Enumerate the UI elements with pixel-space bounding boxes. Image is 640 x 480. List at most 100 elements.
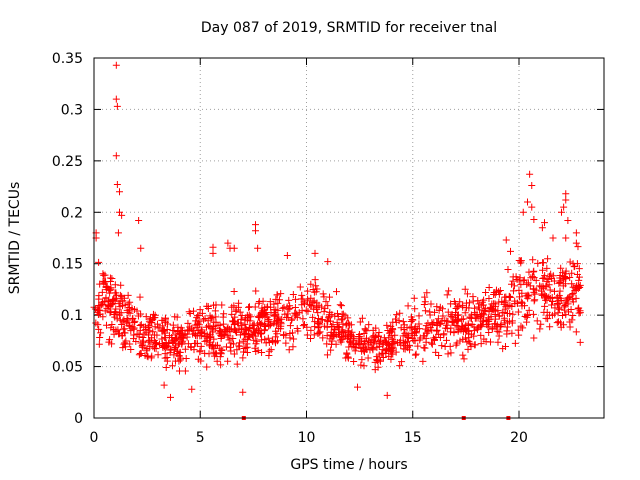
- data-point: [492, 323, 500, 331]
- data-point: [401, 329, 409, 337]
- data-point: [491, 320, 499, 328]
- data-point: [169, 321, 177, 329]
- data-point: [110, 330, 118, 338]
- data-point: [258, 349, 266, 357]
- data-point: [96, 280, 104, 288]
- data-point: [252, 221, 259, 229]
- data-point: [291, 309, 299, 317]
- data-point: [541, 219, 548, 227]
- data-point: [170, 351, 178, 359]
- data-point: [220, 331, 228, 339]
- data-point: [514, 308, 522, 316]
- data-point: [350, 336, 358, 344]
- data-point: [562, 311, 570, 319]
- data-point: [572, 294, 580, 302]
- data-point: [526, 170, 534, 178]
- data-point: [383, 391, 391, 399]
- data-point: [97, 329, 105, 337]
- data-point: [185, 308, 193, 316]
- data-point: [530, 285, 538, 293]
- data-point: [523, 318, 531, 326]
- data-point: [323, 351, 331, 359]
- data-point: [569, 283, 577, 291]
- data-point: [174, 340, 182, 348]
- data-point: [160, 326, 168, 334]
- data-point: [222, 343, 230, 351]
- data-point: [173, 334, 181, 342]
- data-point: [154, 324, 162, 332]
- data-point: [449, 318, 457, 326]
- data-point: [217, 361, 225, 369]
- data-point: [358, 314, 366, 322]
- data-point: [203, 337, 211, 345]
- data-point: [521, 313, 529, 321]
- data-point: [420, 344, 428, 352]
- data-point: [492, 286, 500, 294]
- data-point: [250, 322, 258, 330]
- data-point: [376, 339, 384, 347]
- data-point: [262, 311, 270, 319]
- data-point: [463, 290, 471, 298]
- data-point: [166, 349, 174, 357]
- data-point: [528, 182, 536, 190]
- data-point: [433, 327, 441, 335]
- data-point: [576, 338, 584, 346]
- data-point: [436, 320, 444, 328]
- data-point: [135, 217, 143, 225]
- data-point: [504, 265, 512, 273]
- data-point: [568, 291, 576, 299]
- data-point: [370, 332, 378, 340]
- data-point: [505, 292, 513, 300]
- data-point: [142, 313, 150, 321]
- data-point: [158, 340, 166, 347]
- data-point: [177, 324, 185, 332]
- data-point: [236, 308, 244, 316]
- data-point: [499, 345, 507, 353]
- data-point: [556, 278, 564, 286]
- data-point: [544, 255, 552, 263]
- data-point: [326, 317, 334, 325]
- data-point: [575, 273, 583, 281]
- data-point: [194, 319, 202, 327]
- y-axis-label: SRMTID / TECUs: [7, 182, 23, 295]
- data-point: [561, 275, 569, 283]
- data-point: [562, 190, 570, 198]
- data-point: [434, 315, 442, 323]
- data-point: [323, 317, 331, 325]
- data-point: [569, 311, 577, 319]
- data-point: [471, 341, 479, 349]
- data-point: [523, 280, 531, 288]
- data-point: [289, 291, 297, 299]
- data-point: [487, 313, 495, 321]
- data-point: [333, 318, 341, 326]
- data-point: [461, 285, 469, 293]
- data-point: [304, 297, 312, 305]
- data-point: [369, 333, 377, 341]
- data-point: [290, 335, 298, 343]
- data-point: [365, 321, 373, 329]
- data-point: [116, 309, 124, 317]
- data-point: [334, 313, 342, 321]
- data-point: [277, 318, 285, 326]
- x-tick-label: 10: [298, 430, 316, 446]
- data-point: [372, 324, 380, 332]
- data-point: [213, 357, 221, 365]
- data-point: [203, 323, 211, 331]
- data-point: [569, 289, 577, 297]
- data-point: [525, 306, 533, 314]
- data-point: [154, 351, 162, 359]
- data-point: [462, 334, 470, 342]
- data-point: [277, 290, 285, 298]
- data-point: [175, 329, 183, 337]
- data-point: [466, 313, 474, 321]
- data-point: [539, 283, 547, 291]
- data-point: [549, 234, 557, 242]
- data-point: [112, 152, 120, 160]
- data-point: [100, 271, 108, 279]
- data-point: [343, 349, 351, 357]
- data-point: [338, 302, 346, 310]
- data-point: [307, 302, 315, 310]
- data-point: [106, 309, 114, 317]
- data-point: [107, 285, 115, 293]
- data-point: [139, 341, 147, 349]
